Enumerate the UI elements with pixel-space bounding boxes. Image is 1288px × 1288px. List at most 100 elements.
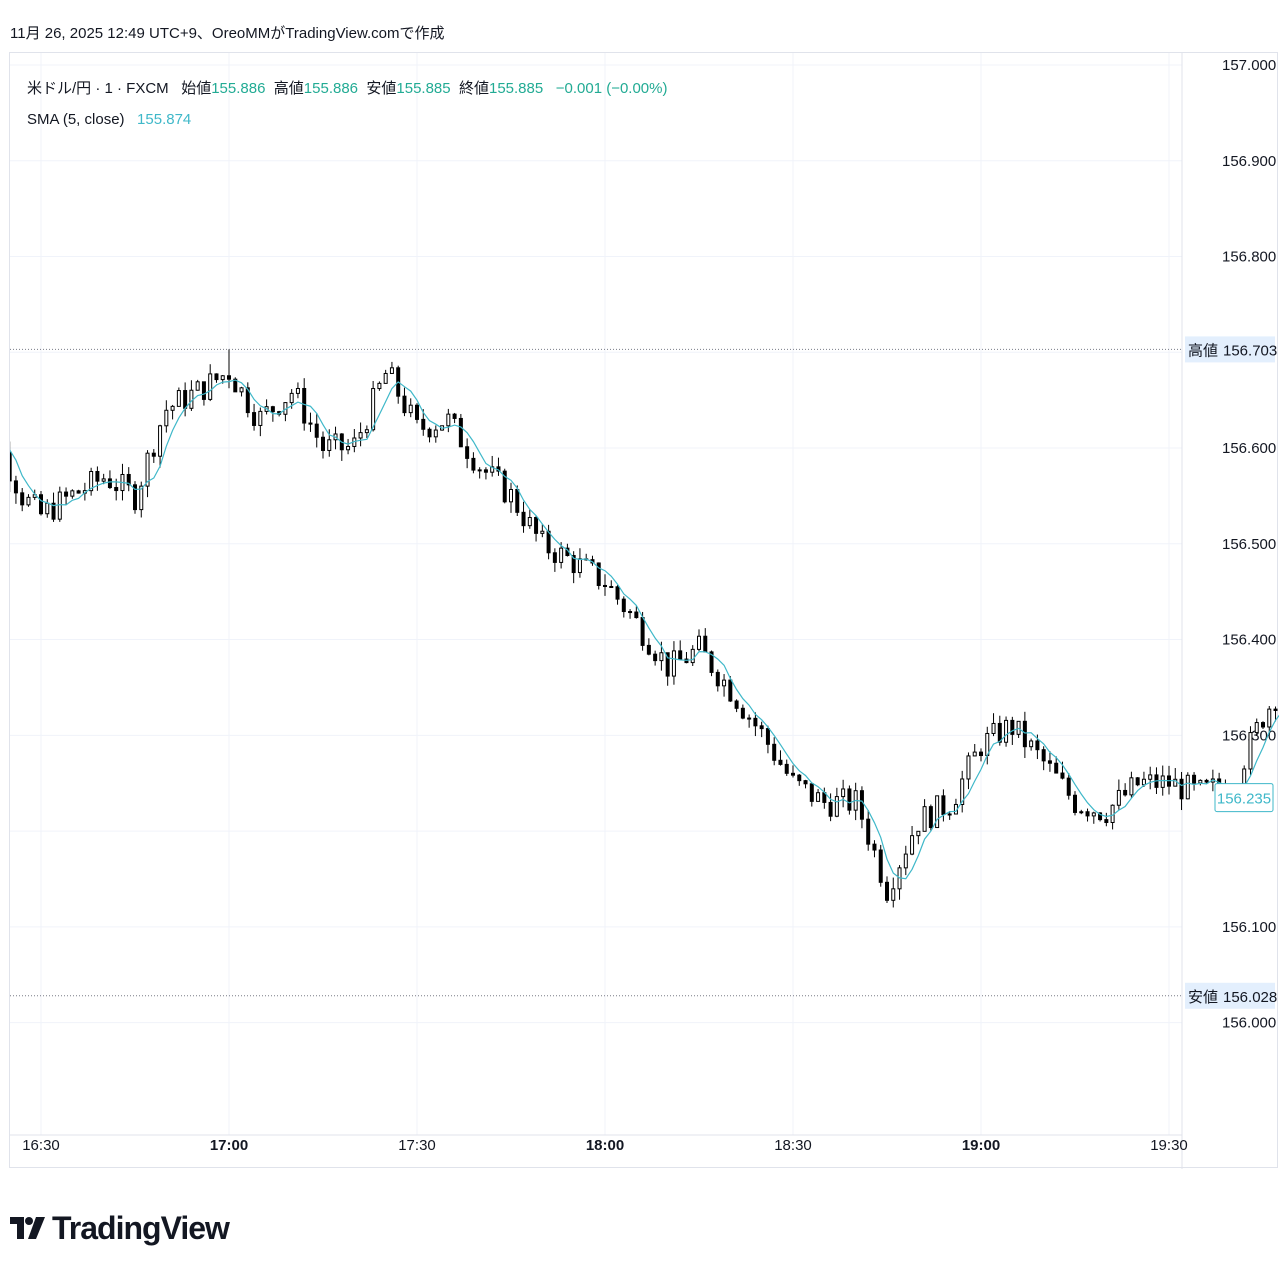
candle-body[interactable] — [1022, 720, 1027, 748]
candle-body[interactable] — [346, 445, 351, 451]
candle-body[interactable] — [534, 517, 539, 534]
candle-body[interactable] — [145, 452, 150, 487]
candle-body[interactable] — [195, 381, 200, 391]
candle-body[interactable] — [1273, 708, 1278, 711]
candle-body[interactable] — [371, 388, 376, 431]
candle-body[interactable] — [941, 795, 946, 815]
candle-body[interactable] — [1141, 778, 1146, 786]
candle-body[interactable] — [628, 611, 633, 614]
candle-body[interactable] — [1129, 777, 1134, 796]
candle-body[interactable] — [703, 635, 708, 653]
candle-body[interactable] — [910, 835, 915, 855]
candle-body[interactable] — [227, 375, 231, 380]
candle-body[interactable] — [784, 763, 789, 774]
candle-body[interactable] — [972, 751, 977, 757]
candle-body[interactable] — [1185, 774, 1190, 800]
candle-body[interactable] — [791, 772, 795, 776]
candle-body[interactable] — [458, 417, 463, 448]
candle-body[interactable] — [709, 651, 714, 673]
candle-body[interactable] — [928, 806, 933, 829]
candle-body[interactable] — [903, 853, 908, 869]
candle-body[interactable] — [233, 378, 238, 393]
candle-body[interactable] — [1135, 777, 1140, 786]
candle-body[interactable] — [1066, 777, 1071, 796]
candle-body[interactable] — [615, 586, 620, 600]
candle-body[interactable] — [891, 888, 896, 901]
candle-body[interactable] — [559, 547, 564, 563]
candle-body[interactable] — [239, 387, 244, 393]
candle-body[interactable] — [201, 381, 206, 400]
candle-body[interactable] — [966, 755, 971, 780]
candle-body[interactable] — [1098, 812, 1103, 821]
sma-legend[interactable]: SMA (5, close) 155.874 — [27, 111, 191, 128]
candle-body[interactable] — [151, 452, 156, 457]
candle-body[interactable] — [646, 644, 651, 655]
candle-body[interactable] — [364, 429, 369, 434]
candle-body[interactable] — [678, 650, 683, 660]
candle-body[interactable] — [1091, 812, 1096, 817]
candle-body[interactable] — [51, 502, 56, 520]
candle-body[interactable] — [722, 679, 727, 687]
candle-body[interactable] — [834, 796, 839, 817]
candle-body[interactable] — [20, 492, 25, 506]
candle-body[interactable] — [866, 818, 871, 845]
candle-body[interactable] — [759, 725, 764, 730]
candle-body[interactable] — [107, 478, 112, 489]
candle-body[interactable] — [740, 707, 745, 719]
candle-body[interactable] — [960, 778, 965, 805]
candle-body[interactable] — [1047, 760, 1052, 764]
candle-body[interactable] — [483, 469, 488, 473]
candle-body[interactable] — [753, 717, 758, 727]
candle-body[interactable] — [1160, 775, 1165, 788]
candle-body[interactable] — [471, 457, 476, 471]
candle-body[interactable] — [1004, 719, 1009, 743]
candle-body[interactable] — [690, 648, 695, 664]
candle-body[interactable] — [859, 790, 864, 820]
candle-body[interactable] — [64, 491, 69, 497]
candle-body[interactable] — [1085, 811, 1090, 817]
candle-body[interactable] — [10, 451, 12, 482]
candle-body[interactable] — [734, 700, 739, 709]
candle-body[interactable] — [308, 422, 313, 425]
candle-body[interactable] — [114, 487, 119, 492]
candle-body[interactable] — [208, 373, 213, 400]
candle-body[interactable] — [133, 484, 137, 511]
candle-body[interactable] — [164, 409, 169, 427]
candle-body[interactable] — [571, 555, 576, 574]
candle-body[interactable] — [477, 469, 482, 472]
candle-body[interactable] — [1116, 789, 1121, 806]
candle-body[interactable] — [697, 635, 701, 650]
candle-body[interactable] — [76, 490, 81, 494]
candle-body[interactable] — [772, 743, 777, 761]
candle-body[interactable] — [778, 759, 783, 765]
candle-body[interactable] — [841, 788, 846, 798]
candle-body[interactable] — [603, 584, 607, 588]
candle-body[interactable] — [446, 413, 451, 427]
chart-frame[interactable]: 157.000 156.900 156.800 156.600 156.500 156.4… — [9, 52, 1279, 1169]
candle-body[interactable] — [803, 780, 808, 785]
candle-body[interactable] — [327, 439, 332, 451]
candle-body[interactable] — [728, 679, 733, 702]
candle-body[interactable] — [289, 392, 294, 404]
candle-body[interactable] — [408, 404, 413, 414]
candle-body[interactable] — [139, 485, 144, 511]
candle-body[interactable] — [302, 387, 307, 424]
candle-body[interactable] — [502, 470, 507, 503]
candle-body[interactable] — [521, 511, 526, 527]
candle-body[interactable] — [540, 530, 545, 534]
candle-body[interactable] — [321, 436, 325, 451]
candle-body[interactable] — [183, 390, 188, 409]
candle-body[interactable] — [916, 830, 921, 837]
symbol-label[interactable]: 米ドル/円 · 1 · FXCM — [27, 80, 169, 97]
candle-body[interactable] — [1192, 774, 1197, 784]
candle-body[interactable] — [314, 423, 319, 438]
candle-body[interactable] — [765, 728, 770, 745]
candle-body[interactable] — [189, 389, 194, 409]
candle-body[interactable] — [809, 783, 814, 802]
candle-body[interactable] — [258, 410, 263, 426]
candle-body[interactable] — [1104, 819, 1109, 824]
candle-body[interactable] — [89, 470, 94, 492]
candle-body[interactable] — [991, 722, 996, 734]
candle-body[interactable] — [1079, 811, 1084, 814]
candle-body[interactable] — [747, 717, 752, 720]
